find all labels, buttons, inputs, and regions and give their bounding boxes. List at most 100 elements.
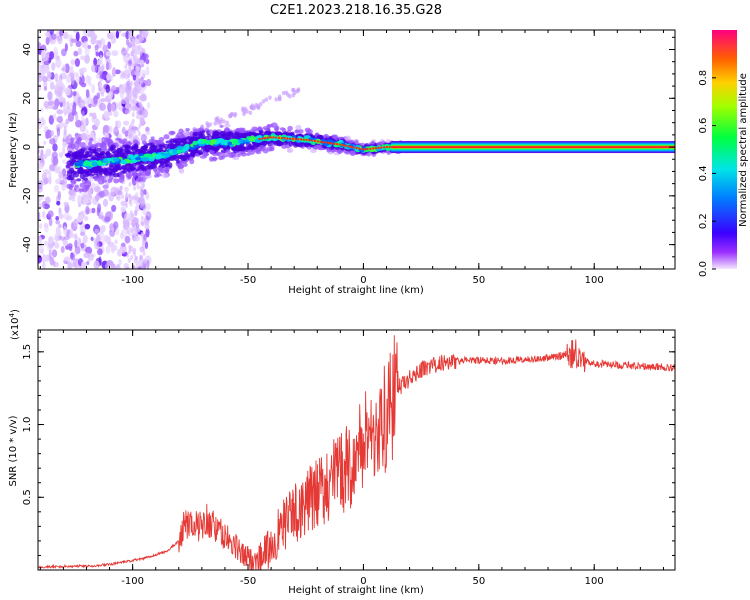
- spectrogram-noise-speckle: [54, 89, 58, 95]
- spectrogram-peak-dot: [302, 138, 306, 141]
- spectrogram-noise-speckle: [43, 86, 48, 91]
- spectrogram-signal-speckle: [148, 145, 156, 151]
- spectrogram-noise-speckle: [73, 30, 79, 33]
- spectrogram-signal-speckle: [81, 187, 88, 193]
- spectrogram-signal-speckle: [298, 129, 304, 134]
- spectrogram-noise-speckle: [38, 196, 41, 203]
- spectrogram-noise-speckle: [47, 71, 52, 79]
- spectrogram-noise-speckle: [128, 132, 132, 138]
- spectrogram-signal-speckle: [65, 164, 71, 169]
- spectrogram-noise-speckle: [141, 265, 145, 269]
- spectrogram-noise-speckle: [145, 228, 150, 238]
- spectrogram-noise-speckle: [77, 214, 83, 223]
- spectrogram-noise-speckle: [90, 182, 96, 189]
- spectrogram-noise-speckle: [146, 102, 151, 110]
- spectrogram-noise-speckle: [116, 120, 122, 129]
- spectrogram-signal-speckle: [84, 184, 91, 189]
- snr-ytick-label: 1.0: [22, 417, 33, 433]
- spectrogram-signal-speckle: [175, 137, 183, 142]
- spectrogram-signal-speckle: [267, 123, 274, 128]
- spectrogram-signal-speckle: [198, 130, 203, 137]
- spectrogram-noise-speckle: [137, 58, 141, 64]
- snr-ytick-label: 0.5: [22, 489, 33, 505]
- spectrogram-noise-speckle: [129, 90, 133, 96]
- spectrogram-noise-speckle: [144, 53, 149, 59]
- spectrogram-noise-speckle: [63, 125, 67, 136]
- spectrogram-noise-speckle: [70, 65, 74, 71]
- spectrogram-noise-speckle: [91, 84, 95, 94]
- spectrogram-noise-speckle: [142, 239, 146, 245]
- spectrogram-noise-speckle: [140, 119, 144, 125]
- spectrogram-signal-speckle: [215, 151, 221, 157]
- spectrogram-core-blob: [172, 148, 178, 154]
- spectrogram-noise-speckle: [146, 215, 150, 221]
- spectrogram-signal-speckle: [189, 158, 195, 165]
- spectrogram-noise-speckle: [128, 106, 132, 112]
- spectrogram-signal-speckle: [177, 163, 184, 170]
- spectrogram-noise-speckle: [142, 258, 147, 264]
- spectrogram-noise-speckle: [38, 63, 42, 71]
- spectrogram-noise-speckle: [110, 31, 117, 37]
- spectrogram-noise-speckle: [96, 39, 102, 45]
- spectrogram-branch-speckle: [218, 119, 223, 125]
- spectrogram-noise-speckle: [94, 194, 100, 202]
- spectrogram-noise-speckle: [100, 98, 107, 103]
- snr-xtick-label: 100: [585, 576, 604, 587]
- spectrogram-noise-speckle: [94, 228, 99, 234]
- spectrogram-peak-dot: [308, 139, 311, 142]
- spectrogram-noise-speckle: [39, 70, 45, 76]
- spectrogram-core-blob: [140, 157, 149, 162]
- spectrogram-noise-speckle: [125, 97, 129, 103]
- spectrogram-noise-speckle: [114, 239, 118, 244]
- spectrogram-signal-speckle: [222, 133, 229, 140]
- spectrogram-peak-dot: [333, 142, 336, 145]
- spectrogram-noise-speckle: [41, 201, 46, 209]
- spectrogram-noise-speckle: [43, 100, 50, 109]
- spectrogram-signal-speckle: [256, 147, 261, 152]
- spectrogram-noise-speckle: [121, 126, 126, 135]
- spectrogram-signal-speckle: [83, 177, 88, 181]
- spectrogram-noise-speckle: [128, 199, 132, 205]
- spectrogram-noise-speckle: [127, 73, 131, 79]
- spectrogram-branch-speckle: [258, 102, 263, 107]
- spectrogram-core-blob: [154, 154, 162, 160]
- spectrogram-signal-speckle: [118, 177, 125, 183]
- spectrogram-signal-speckle: [104, 137, 109, 142]
- spectrogram-signal-speckle: [122, 144, 129, 148]
- spectrogram-core-blob: [196, 140, 203, 144]
- spectrogram-noise-speckle: [63, 256, 71, 262]
- spectrogram-noise-speckle: [74, 58, 80, 67]
- spectrogram-signal-speckle: [116, 147, 123, 154]
- spectrogram-peak-dot: [299, 138, 303, 141]
- spectrogram-noise-speckle: [128, 249, 132, 255]
- spectrogram-noise-speckle: [133, 247, 137, 253]
- spectrogram-signal-speckle: [323, 133, 330, 140]
- spectrogram-noise-speckle: [116, 248, 123, 257]
- spectrogram-signal-speckle: [164, 162, 169, 167]
- spectrogram-noise-speckle: [120, 97, 127, 105]
- spectrogram-core-blob: [112, 157, 120, 163]
- spectrogram-noise-speckle: [38, 123, 43, 130]
- spectrogram-signal-speckle: [102, 167, 108, 174]
- spectrogram-noise-speckle: [138, 33, 142, 39]
- spectrogram-noise-speckle: [138, 123, 142, 129]
- spectrogram-noise-speckle: [83, 252, 91, 259]
- spectrogram-noise-speckle: [137, 131, 141, 137]
- spectrogram-branch-speckle: [278, 96, 282, 101]
- spectrogram-peak-dot: [366, 147, 369, 151]
- spectrogram-signal-speckle: [287, 125, 293, 131]
- spectrogram-signal-speckle: [120, 170, 126, 174]
- spectrogram-noise-speckle: [132, 99, 136, 105]
- spectrogram-peak-dot: [374, 146, 378, 150]
- spectrogram-noise-speckle: [106, 73, 112, 81]
- spectrogram-noise-speckle: [81, 74, 85, 85]
- spectrogram-noise-speckle: [107, 91, 113, 100]
- spectrogram-noise-speckle: [38, 42, 42, 49]
- spectrogram-signal-speckle: [344, 135, 351, 141]
- spectrogram-signal-speckle: [158, 137, 165, 142]
- colorbar-tick-label: 0.2: [698, 213, 709, 229]
- spectrogram-noise-speckle: [47, 236, 54, 245]
- spectrogram-noise-speckle: [47, 91, 53, 101]
- spectrogram-noise-speckle: [40, 108, 44, 113]
- spectrogram-peak-dot: [288, 137, 292, 140]
